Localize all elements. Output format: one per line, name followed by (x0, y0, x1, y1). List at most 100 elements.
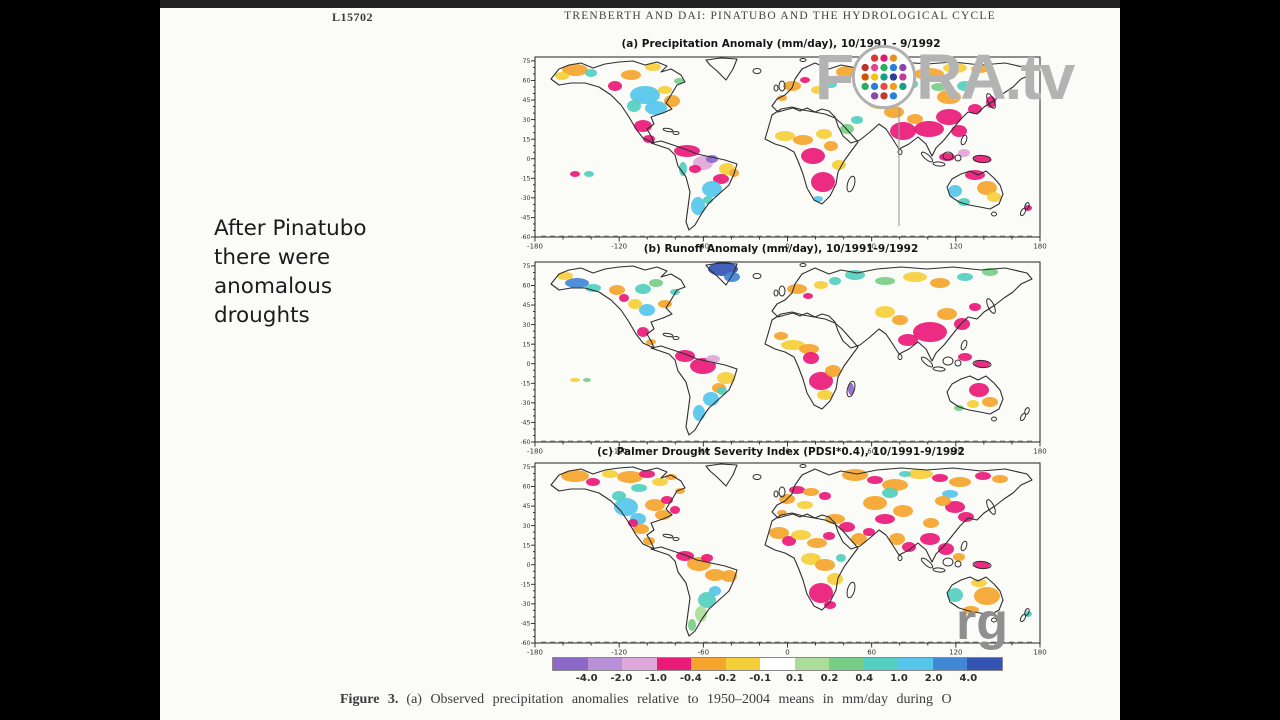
anomaly-blob (974, 360, 990, 368)
figure-caption: Figure 3. (a) Observed precipitation anom… (340, 692, 1046, 708)
anomaly-blob (570, 378, 580, 382)
lat-tick-label: -30 (521, 400, 531, 407)
anomaly-blob (781, 340, 805, 350)
anomaly-blob (614, 498, 638, 516)
island-outline (799, 58, 807, 62)
continent-outline (946, 576, 1004, 616)
lon-tick-label: 120 (949, 448, 962, 456)
lon-tick-label: -180 (527, 243, 543, 251)
anomaly-blob (801, 148, 825, 164)
anomaly-blob (649, 279, 663, 287)
lat-tick-label: -15 (521, 381, 531, 388)
anomaly-blob (899, 471, 911, 477)
anomaly-blob (975, 472, 991, 480)
anomaly-blob (787, 284, 807, 294)
anomaly-blob (889, 533, 905, 545)
anomaly-blob (799, 344, 819, 354)
anomaly-blob (811, 172, 835, 192)
lon-tick-label: 0 (785, 243, 789, 251)
island-outline (942, 151, 954, 161)
continent-outline (771, 467, 1033, 563)
colorbar-segment (967, 658, 1002, 670)
island-outline (778, 486, 786, 498)
island-outline (778, 80, 786, 92)
continent-outline (550, 265, 686, 349)
globe-icon (851, 44, 917, 110)
anomaly-blob (971, 65, 989, 73)
anomaly-blob (782, 536, 796, 546)
anomaly-blob (797, 501, 813, 509)
anomaly-blob (902, 542, 916, 552)
continent-outline (764, 512, 859, 611)
colorbar-segment (622, 658, 657, 670)
anomaly-blob (561, 470, 589, 482)
anomaly-blob (713, 174, 729, 184)
island-outline (1019, 412, 1027, 422)
colorbar-segment (898, 658, 933, 670)
map-title-a: (a) Precipitation Anomaly (mm/day), 10/1… (621, 38, 941, 50)
island-outline (991, 211, 997, 217)
island-outline (773, 84, 779, 92)
island-outline (672, 336, 680, 340)
anomaly-blob (652, 478, 668, 486)
logo-letters-ra-tv: RA.tv (916, 41, 1075, 113)
anomaly-blob (829, 277, 841, 285)
anomaly-blob (863, 496, 887, 510)
anomaly-blob (565, 278, 589, 288)
anomaly-blob (851, 116, 863, 124)
island-outline (942, 356, 954, 366)
anomaly-blob (617, 471, 643, 483)
lat-tick-label: -30 (521, 195, 531, 202)
lat-tick-label: 15 (522, 136, 530, 143)
island-outline (954, 154, 962, 162)
anomaly-blob (803, 488, 819, 496)
anomaly-blob (935, 496, 951, 506)
page-top-edge (160, 0, 1120, 8)
island-outline (752, 273, 762, 279)
world-map-runoff: -180 -120 -60 0 60 120 180 75 60 45 30 15 0 -15 -30 -45… (521, 261, 1047, 456)
anomaly-blob (898, 334, 918, 346)
lon-tick-label: -60 (698, 243, 709, 251)
lon-tick-label: -120 (611, 448, 627, 456)
continent-outline (764, 106, 859, 205)
island-outline (932, 366, 946, 372)
lat-tick-label: 60 (522, 283, 530, 290)
lat-tick-label: 30 (522, 523, 530, 530)
anomaly-blob (774, 332, 788, 340)
island-outline (778, 285, 786, 297)
island-outline (972, 560, 992, 570)
colorbar-tick-label: -0.1 (749, 673, 772, 684)
anomaly-blob (937, 308, 957, 320)
colorbar-tick-label: 0.4 (855, 673, 874, 684)
anomaly-blob (823, 532, 835, 540)
island-outline (799, 464, 807, 468)
continent-outline (771, 61, 1033, 157)
anomaly-blob (721, 570, 737, 582)
anomaly-blob (703, 392, 719, 406)
anomaly-blob (637, 327, 649, 337)
anomaly-blob (923, 518, 939, 528)
colorbar-segment (587, 658, 623, 670)
anomaly-blob (698, 592, 716, 608)
anomaly-blob (890, 122, 916, 140)
anomaly-blob (914, 68, 944, 80)
continent-outline (771, 266, 1033, 362)
lon-tick-label: 180 (1033, 649, 1046, 657)
anomaly-blob (645, 63, 661, 71)
anomaly-blob (987, 192, 1001, 202)
anomaly-blob (958, 149, 970, 157)
world-map-precipitation: -180 -120 -60 0 60 120 180 75 60 45 30 15 0 -15 -30 -45… (521, 56, 1047, 251)
lon-tick-label: -60 (698, 448, 709, 456)
anomaly-blob (914, 121, 944, 137)
lat-tick-label: 15 (522, 542, 530, 549)
continent-outline (550, 60, 686, 144)
anomaly-blob (836, 554, 846, 562)
lat-tick-label: -60 (521, 234, 531, 241)
map-title-b: (b) Runoff Anomaly (mm/day), 10/1991-9/1… (643, 243, 919, 255)
org-watermark-partial: rg (956, 593, 1008, 651)
anomaly-blob (825, 80, 837, 88)
island-outline (846, 581, 856, 599)
lon-tick-label: 180 (1033, 243, 1046, 251)
anomaly-blob (930, 278, 950, 288)
island-outline (932, 161, 946, 167)
